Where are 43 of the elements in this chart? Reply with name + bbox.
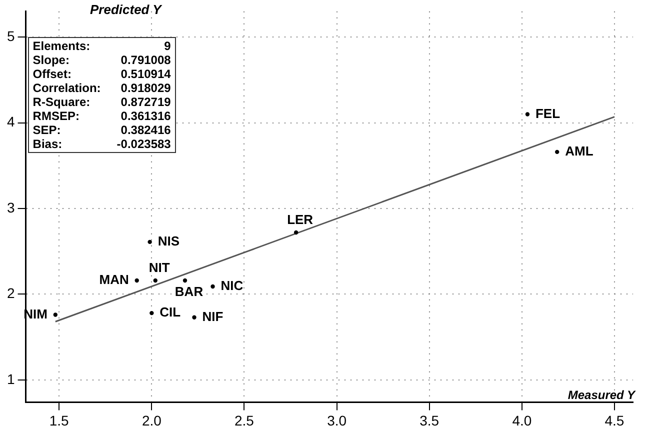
y-tick-label: 1 (6, 370, 15, 387)
annotation: CIL (160, 304, 181, 320)
point (53, 312, 58, 317)
text: Correlation: 0.918029 (32, 81, 171, 96)
text: Slope: 0.791008 (32, 53, 171, 68)
point (294, 230, 298, 235)
y-tick-label: 3 (6, 199, 15, 216)
x-tick-label: 3.0 (327, 412, 347, 428)
x-tick-label: 4.5 (604, 412, 624, 428)
point (192, 315, 196, 320)
x-tick-label: 2.0 (142, 412, 162, 428)
text: Offset: 0.510914 (32, 67, 171, 82)
point (153, 278, 158, 283)
point (182, 278, 188, 283)
text: SEP: 0.382416 (32, 123, 171, 138)
text: R-Square: 0.872719 (32, 95, 171, 110)
point (525, 112, 530, 116)
point (148, 240, 152, 244)
annotation: NIC (220, 278, 244, 294)
text: Bias: -0.023583 (32, 137, 171, 152)
x-tick-label: 4.0 (512, 412, 532, 428)
annotation: MAN (99, 272, 129, 288)
annotation: FEL (535, 106, 560, 121)
y-axis-title: Predicted Y (90, 2, 162, 17)
text: RMSEP: 0.361316 (32, 109, 171, 124)
point (210, 284, 215, 289)
annotation: AML (565, 144, 594, 159)
annotation: NIF (202, 308, 224, 324)
y-tick-label: 4 (6, 114, 15, 130)
y-tick-label: 5 (6, 28, 15, 44)
x-axis-title: Measured Y (568, 388, 635, 402)
point (134, 278, 139, 283)
y-tick-label: 2 (6, 285, 15, 302)
point (150, 310, 154, 316)
annotation: LER (287, 212, 314, 228)
x-tick-label: 3.5 (420, 412, 440, 428)
annotation: NIT (148, 260, 170, 276)
x-tick-label: 2.5 (234, 412, 254, 428)
x-tick-label: 1.5 (49, 412, 70, 428)
text: Elements: 9 (32, 39, 171, 54)
point (555, 150, 560, 154)
annotation: BAR (174, 284, 204, 300)
annotation: NIS (158, 234, 180, 249)
